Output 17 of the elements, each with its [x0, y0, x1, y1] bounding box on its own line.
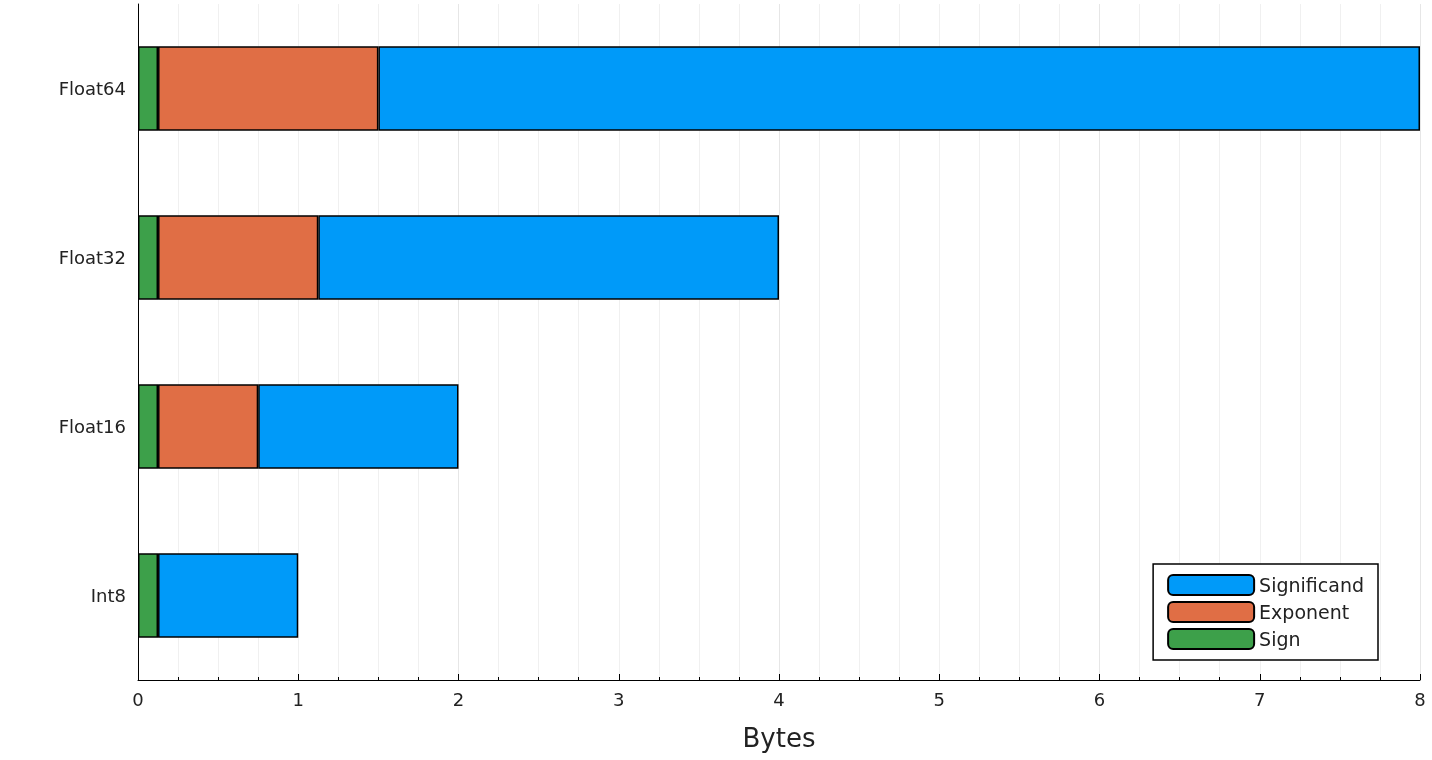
x-tick-label: 4 [773, 688, 785, 710]
y-tick-label: Float32 [58, 247, 126, 268]
x-tick-label: 1 [292, 688, 304, 710]
y-tick-label: Float16 [58, 416, 126, 437]
legend-label: Exponent [1259, 601, 1350, 623]
x-axis-title: Bytes [742, 723, 816, 753]
y-tick-label: Int8 [90, 585, 126, 606]
x-tick-label: 6 [1093, 688, 1106, 710]
y-tick-label: Float64 [58, 78, 126, 99]
x-tick-label: 2 [452, 688, 465, 710]
x-tick-label: 8 [1414, 688, 1426, 710]
legend-label: Significand [1259, 574, 1365, 596]
x-tick-label: 3 [613, 688, 625, 710]
legend-label: Sign [1259, 628, 1301, 650]
x-tick-label: 0 [132, 688, 144, 710]
x-tick-label: 7 [1254, 688, 1266, 710]
x-tick-label: 5 [933, 688, 945, 710]
